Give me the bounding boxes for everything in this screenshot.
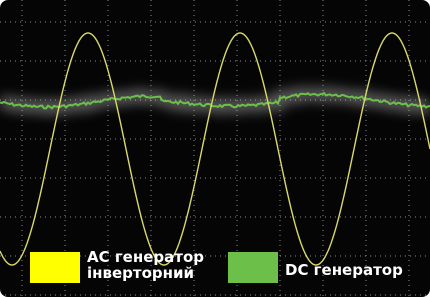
legend-label: DC генератор bbox=[285, 262, 425, 278]
oscilloscope-screen: AC генератор інверторний DC генератор bbox=[0, 0, 430, 297]
legend-swatch bbox=[30, 252, 80, 283]
legend-label: AC генератор інверторний bbox=[87, 249, 227, 281]
legend-swatch bbox=[228, 252, 278, 283]
